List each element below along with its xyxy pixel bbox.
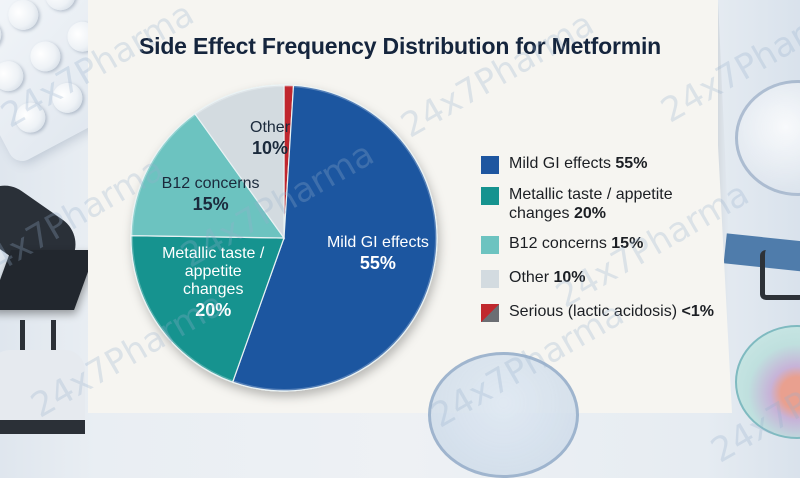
legend-value: <1% <box>681 303 714 320</box>
legend-label: Mild GI effects 55% <box>509 155 648 172</box>
slice-label-percent: 15% <box>192 194 229 215</box>
legend-value: 55% <box>615 155 648 172</box>
slice-label-text: Mild GI effects <box>326 233 429 251</box>
pie-chart <box>130 84 438 392</box>
chart-title: Side Effect Frequency Distribution for M… <box>139 33 661 59</box>
legend-value: 15% <box>611 235 644 252</box>
slice-label-text: B12 concerns <box>161 175 260 193</box>
legend-swatch <box>481 304 499 322</box>
legend-swatch <box>481 156 499 174</box>
legend-label: B12 concerns 15% <box>509 235 644 252</box>
slice-label: Metallic taste / appetite changes 20% <box>162 245 264 321</box>
slice-label-percent: 10% <box>252 137 289 158</box>
pie-rim <box>131 85 437 391</box>
slice-label: B12 concerns 15% <box>162 175 260 215</box>
slice-label: Mild GI effects 55% <box>327 234 429 274</box>
legend-label: Metallic taste / appetite changes 20% <box>509 186 673 222</box>
clipboard-clip-decor <box>760 250 800 300</box>
legend-item: Metallic taste / appetite changes 20% <box>481 185 741 223</box>
legend-swatch <box>481 187 499 205</box>
slice-label-text: appetite <box>184 262 242 280</box>
legend-item: Mild GI effects 55% <box>481 154 741 174</box>
legend-value: 20% <box>573 205 606 222</box>
slice-label-text: Other <box>250 118 291 136</box>
pie-slice-mild-gi-effects <box>231 84 438 392</box>
legend-swatch <box>481 236 499 254</box>
slice-label-percent: 55% <box>359 252 396 273</box>
pie-slice-b12-concerns <box>130 112 286 239</box>
slice-label-text: changes <box>182 280 244 298</box>
legend-label: Other 10% <box>509 269 586 286</box>
legend-value: 10% <box>553 269 586 286</box>
legend-item: B12 concerns 15% <box>481 234 741 254</box>
slice-label-text: Metallic taste / <box>162 244 265 262</box>
legend-item: Other 10% <box>481 268 741 288</box>
legend-label: Serious (lactic acidosis) <1% <box>509 303 714 320</box>
legend-item: Serious (lactic acidosis) <1% <box>481 302 741 322</box>
legend: Mild GI effects 55% Metallic taste / appe… <box>481 154 741 322</box>
pie-slice-metallic-taste-appetite-changes <box>130 235 285 383</box>
legend-swatch <box>481 270 499 288</box>
slice-label-percent: 20% <box>195 299 232 320</box>
slice-label: Other 10% <box>250 119 290 159</box>
pie-slice-other <box>194 84 285 240</box>
